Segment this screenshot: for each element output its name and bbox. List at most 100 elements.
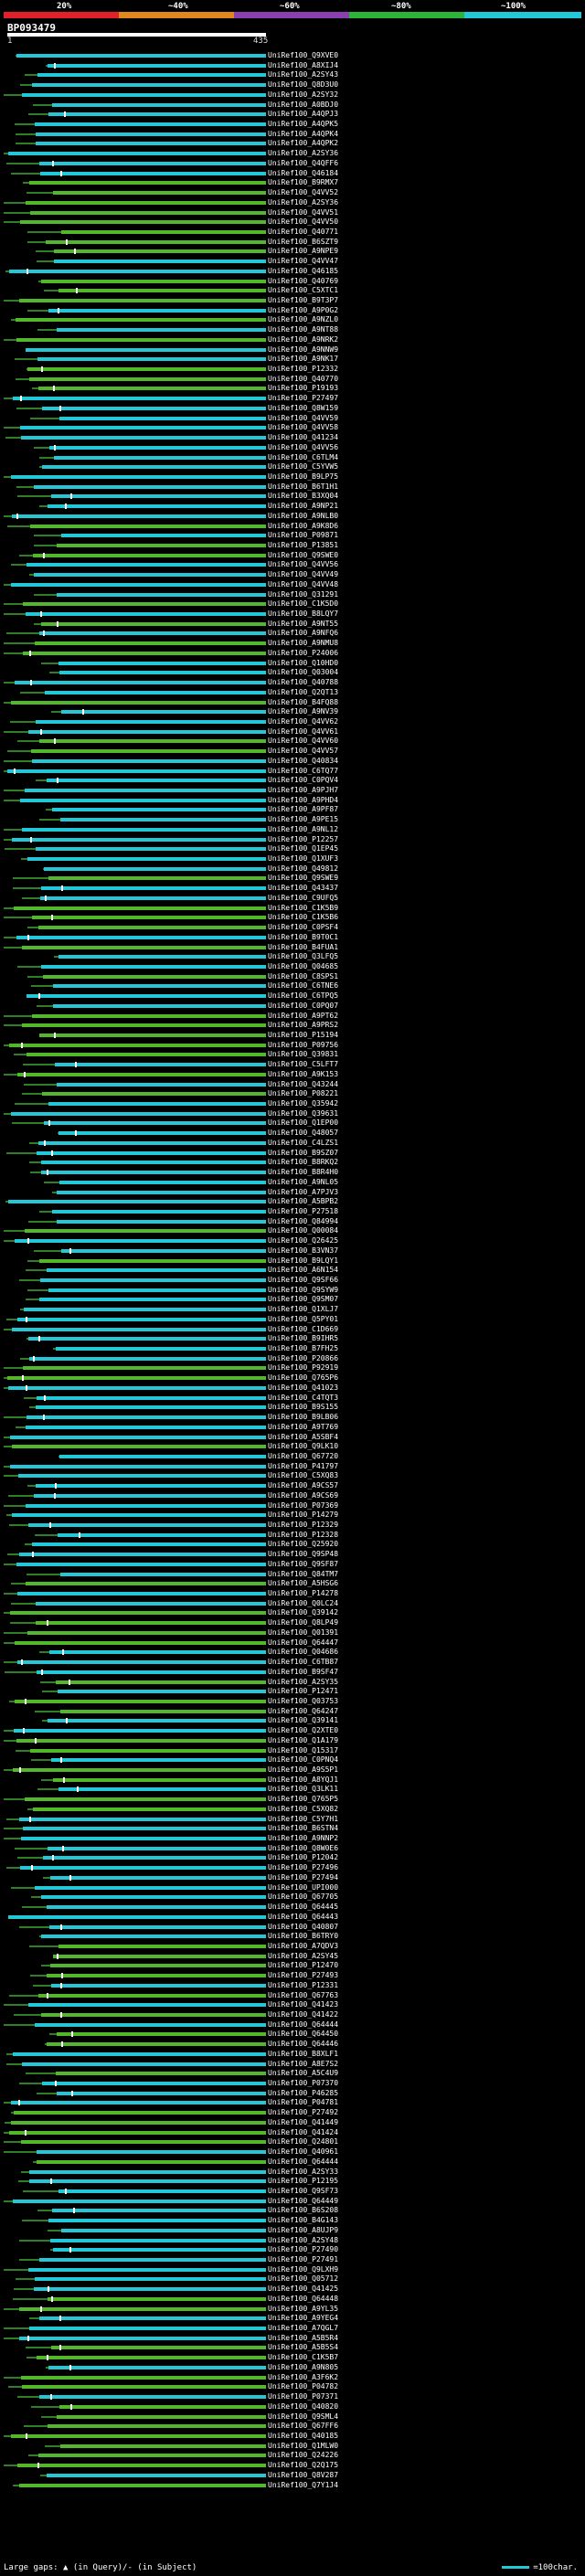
hit-label[interactable]: UniRef100_Q765P6 bbox=[268, 1373, 339, 1382]
hit-label[interactable]: UniRef100_C6TLM4 bbox=[268, 453, 339, 461]
hit-row[interactable]: UniRef100_P20866 bbox=[0, 1354, 585, 1363]
hit-row[interactable]: UniRef100_B9T0C1 bbox=[0, 933, 585, 942]
hit-row[interactable]: UniRef100_Q24801 bbox=[0, 2137, 585, 2147]
hit-row[interactable]: UniRef100_A9PE15 bbox=[0, 815, 585, 824]
hit-alignment-bar[interactable] bbox=[21, 2376, 266, 2380]
hit-row[interactable]: UniRef100_Q40788 bbox=[0, 678, 585, 687]
hit-label[interactable]: UniRef100_Q9SWE9 bbox=[268, 874, 339, 882]
hit-row[interactable]: UniRef100_C5YVW5 bbox=[0, 462, 585, 472]
hit-row[interactable]: UniRef100_Q9XVE0 bbox=[0, 51, 585, 60]
hit-alignment-bar[interactable] bbox=[58, 1787, 266, 1791]
hit-alignment-bar[interactable] bbox=[39, 2258, 266, 2262]
hit-row[interactable]: UniRef100_B7FH25 bbox=[0, 1344, 585, 1353]
hit-label[interactable]: UniRef100_Q25920 bbox=[268, 1540, 339, 1548]
hit-label[interactable]: UniRef100_P04782 bbox=[268, 2382, 339, 2390]
hit-alignment-bar[interactable] bbox=[28, 1337, 266, 1341]
hit-row[interactable]: UniRef100_Q41424 bbox=[0, 2128, 585, 2137]
hit-label[interactable]: UniRef100_Q41449 bbox=[268, 2118, 339, 2126]
hit-row[interactable]: UniRef100_P27492 bbox=[0, 2108, 585, 2117]
hit-alignment-bar[interactable] bbox=[7, 1376, 266, 1380]
hit-row[interactable]: UniRef100_Q40961 bbox=[0, 2147, 585, 2157]
hit-alignment-bar[interactable] bbox=[29, 181, 266, 185]
hit-label[interactable]: UniRef100_P27490 bbox=[268, 2245, 339, 2253]
hit-row[interactable]: UniRef100_A9NK17 bbox=[0, 355, 585, 364]
hit-alignment-bar[interactable] bbox=[39, 2316, 266, 2320]
hit-alignment-bar[interactable] bbox=[23, 1827, 266, 1830]
hit-label[interactable]: UniRef100_A5BPB2 bbox=[268, 1197, 339, 1205]
hit-label[interactable]: UniRef100_Q41424 bbox=[268, 2128, 339, 2136]
hit-row[interactable]: UniRef100_B8XLF1 bbox=[0, 2050, 585, 2059]
hit-label[interactable]: UniRef100_Q64443 bbox=[268, 1913, 339, 1921]
hit-alignment-bar[interactable] bbox=[22, 93, 266, 97]
hit-label[interactable]: UniRef100_Q4VV61 bbox=[268, 727, 339, 736]
hit-alignment-bar[interactable] bbox=[60, 1573, 266, 1576]
hit-alignment-bar[interactable] bbox=[58, 2189, 266, 2193]
hit-label[interactable]: UniRef100_P14279 bbox=[268, 1511, 339, 1519]
hit-label[interactable]: UniRef100_Q4VV51 bbox=[268, 208, 339, 217]
hit-label[interactable]: UniRef100_Q04686 bbox=[268, 1648, 339, 1656]
hit-alignment-bar[interactable] bbox=[51, 1758, 266, 1762]
hit-label[interactable]: UniRef100_Q67763 bbox=[268, 1991, 339, 1999]
hit-label[interactable]: UniRef100_A9NT88 bbox=[268, 325, 339, 334]
hit-row[interactable]: UniRef100_B9IHR5 bbox=[0, 1334, 585, 1343]
hit-alignment-bar[interactable] bbox=[50, 2239, 266, 2242]
hit-row[interactable]: UniRef100_Q4VV49 bbox=[0, 570, 585, 579]
hit-label[interactable]: UniRef100_A9N805 bbox=[268, 2363, 339, 2371]
hit-alignment-bar[interactable] bbox=[15, 1641, 266, 1645]
hit-row[interactable]: UniRef100_A9N805 bbox=[0, 2363, 585, 2372]
hit-alignment-bar[interactable] bbox=[28, 730, 266, 734]
hit-label[interactable]: UniRef100_Q4VV56 bbox=[268, 443, 339, 451]
hit-alignment-bar[interactable] bbox=[47, 779, 266, 782]
hit-row[interactable]: UniRef100_C0PQV4 bbox=[0, 776, 585, 785]
hit-alignment-bar[interactable] bbox=[8, 1915, 266, 1919]
hit-label[interactable]: UniRef100_C1D669 bbox=[268, 1325, 339, 1333]
hit-label[interactable]: UniRef100_A9CS69 bbox=[268, 1491, 339, 1500]
hit-alignment-bar[interactable] bbox=[59, 417, 266, 420]
hit-label[interactable]: UniRef100_P04781 bbox=[268, 2098, 339, 2106]
hit-row[interactable]: UniRef100_C1K5B9 bbox=[0, 904, 585, 913]
hit-label[interactable]: UniRef100_Q15317 bbox=[268, 1746, 339, 1754]
hit-label[interactable]: UniRef100_Q4VV52 bbox=[268, 188, 339, 196]
hit-row[interactable]: UniRef100_P41797 bbox=[0, 1462, 585, 1471]
hit-alignment-bar[interactable] bbox=[10, 1465, 266, 1468]
hit-alignment-bar[interactable] bbox=[48, 504, 266, 508]
hit-label[interactable]: UniRef100_Q2Q175 bbox=[268, 2461, 339, 2469]
hit-row[interactable]: UniRef100_Q05712 bbox=[0, 2274, 585, 2284]
hit-row[interactable]: UniRef100_Q43244 bbox=[0, 1080, 585, 1089]
hit-alignment-bar[interactable] bbox=[28, 2268, 266, 2272]
hit-row[interactable]: UniRef100_A9NNW9 bbox=[0, 345, 585, 355]
hit-row[interactable]: UniRef100_Q8W159 bbox=[0, 404, 585, 413]
hit-label[interactable]: UniRef100_Q9LXH9 bbox=[268, 2265, 339, 2274]
hit-alignment-bar[interactable] bbox=[56, 2072, 266, 2075]
hit-label[interactable]: UniRef100_Q8V287 bbox=[268, 2471, 339, 2479]
hit-alignment-bar[interactable] bbox=[49, 1925, 266, 1929]
hit-alignment-bar[interactable] bbox=[41, 965, 266, 969]
hit-row[interactable]: UniRef100_A4QPK4 bbox=[0, 130, 585, 139]
hit-alignment-bar[interactable] bbox=[26, 348, 266, 352]
hit-alignment-bar[interactable] bbox=[41, 886, 266, 890]
hit-row[interactable]: UniRef100_Q43437 bbox=[0, 884, 585, 893]
hit-alignment-bar[interactable] bbox=[35, 1886, 266, 1890]
hit-label[interactable]: UniRef100_C5Y7H1 bbox=[268, 1815, 339, 1823]
hit-alignment-bar[interactable] bbox=[39, 631, 266, 635]
hit-alignment-bar[interactable] bbox=[41, 1935, 266, 1938]
hit-row[interactable]: UniRef100_B9T3P7 bbox=[0, 296, 585, 305]
hit-label[interactable]: UniRef100_B9RMX7 bbox=[268, 178, 339, 186]
hit-label[interactable]: UniRef100_Q67705 bbox=[268, 1892, 339, 1901]
hit-label[interactable]: UniRef100_A9PJH7 bbox=[268, 786, 339, 794]
hit-alignment-bar[interactable] bbox=[38, 387, 266, 390]
hit-label[interactable]: UniRef100_Q9SF73 bbox=[268, 2187, 339, 2195]
hit-alignment-bar[interactable] bbox=[13, 2200, 266, 2203]
hit-alignment-bar[interactable] bbox=[57, 2032, 266, 2036]
hit-alignment-bar[interactable] bbox=[8, 152, 266, 155]
hit-row[interactable]: UniRef100_C6TNE6 bbox=[0, 981, 585, 991]
hit-alignment-bar[interactable] bbox=[58, 1690, 266, 1693]
hit-alignment-bar[interactable] bbox=[39, 1259, 266, 1263]
hit-row[interactable]: UniRef100_Q1MLW0 bbox=[0, 2442, 585, 2451]
hit-alignment-bar[interactable] bbox=[29, 2179, 266, 2183]
hit-alignment-bar[interactable] bbox=[58, 955, 266, 959]
hit-alignment-bar[interactable] bbox=[60, 818, 266, 822]
hit-label[interactable]: UniRef100_Q46185 bbox=[268, 267, 339, 275]
hit-row[interactable]: UniRef100_Q4VV58 bbox=[0, 423, 585, 432]
hit-alignment-bar[interactable] bbox=[59, 1455, 266, 1458]
